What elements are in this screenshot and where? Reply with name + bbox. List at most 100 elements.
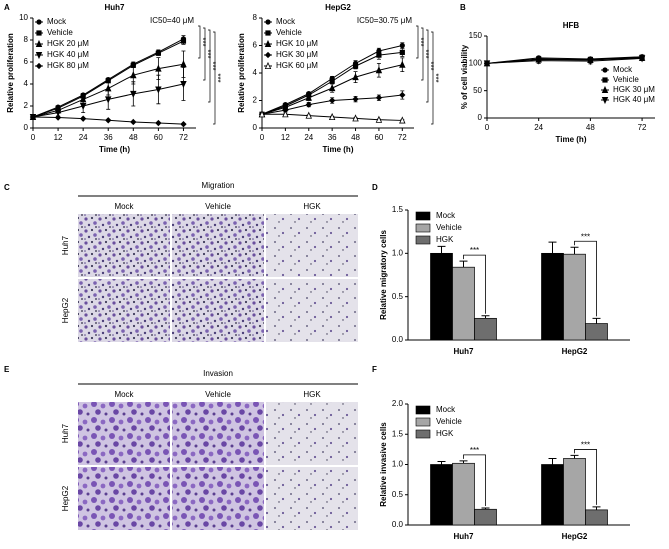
error-bar: [481, 507, 490, 510]
significance-label: ***: [208, 61, 217, 70]
column-label: HGK: [303, 202, 321, 211]
marker: [587, 58, 594, 66]
significance-label: ***: [470, 446, 479, 455]
marker: [29, 113, 37, 121]
y-axis-title: Relative proliferation: [237, 33, 246, 113]
x-tick-label: 24: [534, 123, 543, 132]
marker: [36, 30, 42, 36]
marker: [264, 39, 272, 47]
legend-label: Mock: [276, 17, 296, 26]
significance-bracket: [198, 25, 201, 59]
significance-bracket: [463, 254, 486, 314]
marker: [352, 73, 359, 81]
marker: [399, 91, 406, 99]
y-tick-label: 0.0: [392, 335, 404, 344]
micrograph: [78, 402, 170, 465]
legend-swatch: [415, 405, 431, 415]
bar: [585, 509, 608, 526]
y-tick-label: 50: [473, 86, 482, 95]
y-tick-label: 1.0: [392, 460, 404, 469]
x-tick-label: 72: [398, 133, 407, 142]
legend-label: HGK 20 μM: [47, 39, 89, 48]
legend-swatch: [415, 223, 431, 233]
significance-label: ***: [213, 73, 222, 82]
marker: [35, 62, 43, 70]
marker: [535, 57, 542, 65]
y-tick-label: 1.5: [392, 205, 404, 214]
marker: [399, 49, 405, 55]
column-label: Mock: [114, 202, 134, 211]
row-label: HepG2: [61, 485, 70, 511]
x-tick-label: 60: [374, 133, 383, 142]
panel-label: F: [372, 365, 377, 374]
marker: [602, 67, 608, 73]
legend-label: HGK 40 μM: [47, 50, 89, 59]
marker: [105, 96, 112, 104]
x-tick-label: 0: [31, 133, 36, 142]
y-axis-title: Relative invasive cells: [379, 422, 388, 507]
significance-label: ***: [581, 441, 590, 450]
y-axis-title: Relative proliferation: [6, 33, 15, 113]
panel-label: D: [372, 183, 378, 192]
x-axis-title: Time (h): [556, 135, 587, 144]
error-bar: [548, 241, 557, 254]
x-tick-label: 72: [179, 133, 188, 142]
bar: [563, 253, 586, 341]
significance-label: ***: [203, 49, 212, 58]
x-tick-label: 0: [260, 133, 265, 142]
y-tick-label: 0.0: [392, 520, 404, 529]
micrograph: [78, 279, 170, 342]
y-tick-label: 1.5: [392, 429, 404, 438]
legend-label: Vehicle: [436, 223, 462, 232]
marker: [155, 50, 161, 56]
marker: [180, 60, 187, 68]
x-tick-label: Huh7: [454, 347, 475, 356]
legend-label: HGK 30 μM: [276, 50, 318, 59]
significance-bracket: [421, 27, 424, 81]
marker: [352, 95, 359, 103]
legend-label: Mock: [613, 65, 633, 74]
marker: [602, 77, 608, 83]
marker: [483, 60, 491, 68]
x-tick-label: 24: [79, 133, 88, 142]
significance-bracket: [463, 454, 486, 507]
legend-label: HGK 10 μM: [276, 39, 318, 48]
marker: [305, 101, 312, 108]
panel-title: Invasion: [203, 369, 233, 378]
marker: [328, 97, 336, 104]
row-label: HepG2: [61, 297, 70, 323]
legend-label: Mock: [436, 405, 456, 414]
significance-bracket: [431, 31, 434, 125]
significance-label: ***: [470, 246, 479, 255]
marker: [54, 109, 62, 117]
error-bar: [592, 317, 601, 324]
panel-label: E: [4, 365, 10, 374]
panel-label: C: [4, 183, 10, 192]
panel-label: A: [4, 3, 10, 12]
significance-label: ***: [581, 232, 590, 241]
y-tick-label: 8: [24, 35, 29, 44]
micrograph: [172, 214, 264, 277]
micrograph: [78, 214, 170, 277]
legend-label: HGK 80 μM: [47, 61, 89, 70]
y-tick-label: 4: [24, 79, 29, 88]
legend-swatch: [415, 235, 431, 245]
series-line: [486, 57, 643, 64]
marker: [180, 120, 187, 128]
marker: [54, 114, 62, 121]
marker: [35, 52, 43, 60]
x-tick-label: 0: [485, 123, 490, 132]
y-axis-title: % of cell viability: [460, 44, 469, 109]
error-bar: [437, 460, 446, 465]
marker: [180, 38, 187, 44]
x-tick-label: HepG2: [562, 532, 588, 541]
bar: [541, 252, 564, 341]
marker: [155, 64, 162, 72]
marker: [130, 90, 137, 98]
error-bar: [570, 454, 579, 459]
legend-label: HGK: [436, 235, 454, 244]
x-tick-label: 36: [104, 133, 113, 142]
marker: [638, 55, 646, 63]
marker: [399, 42, 405, 49]
x-axis-title: Time (h): [99, 145, 130, 154]
